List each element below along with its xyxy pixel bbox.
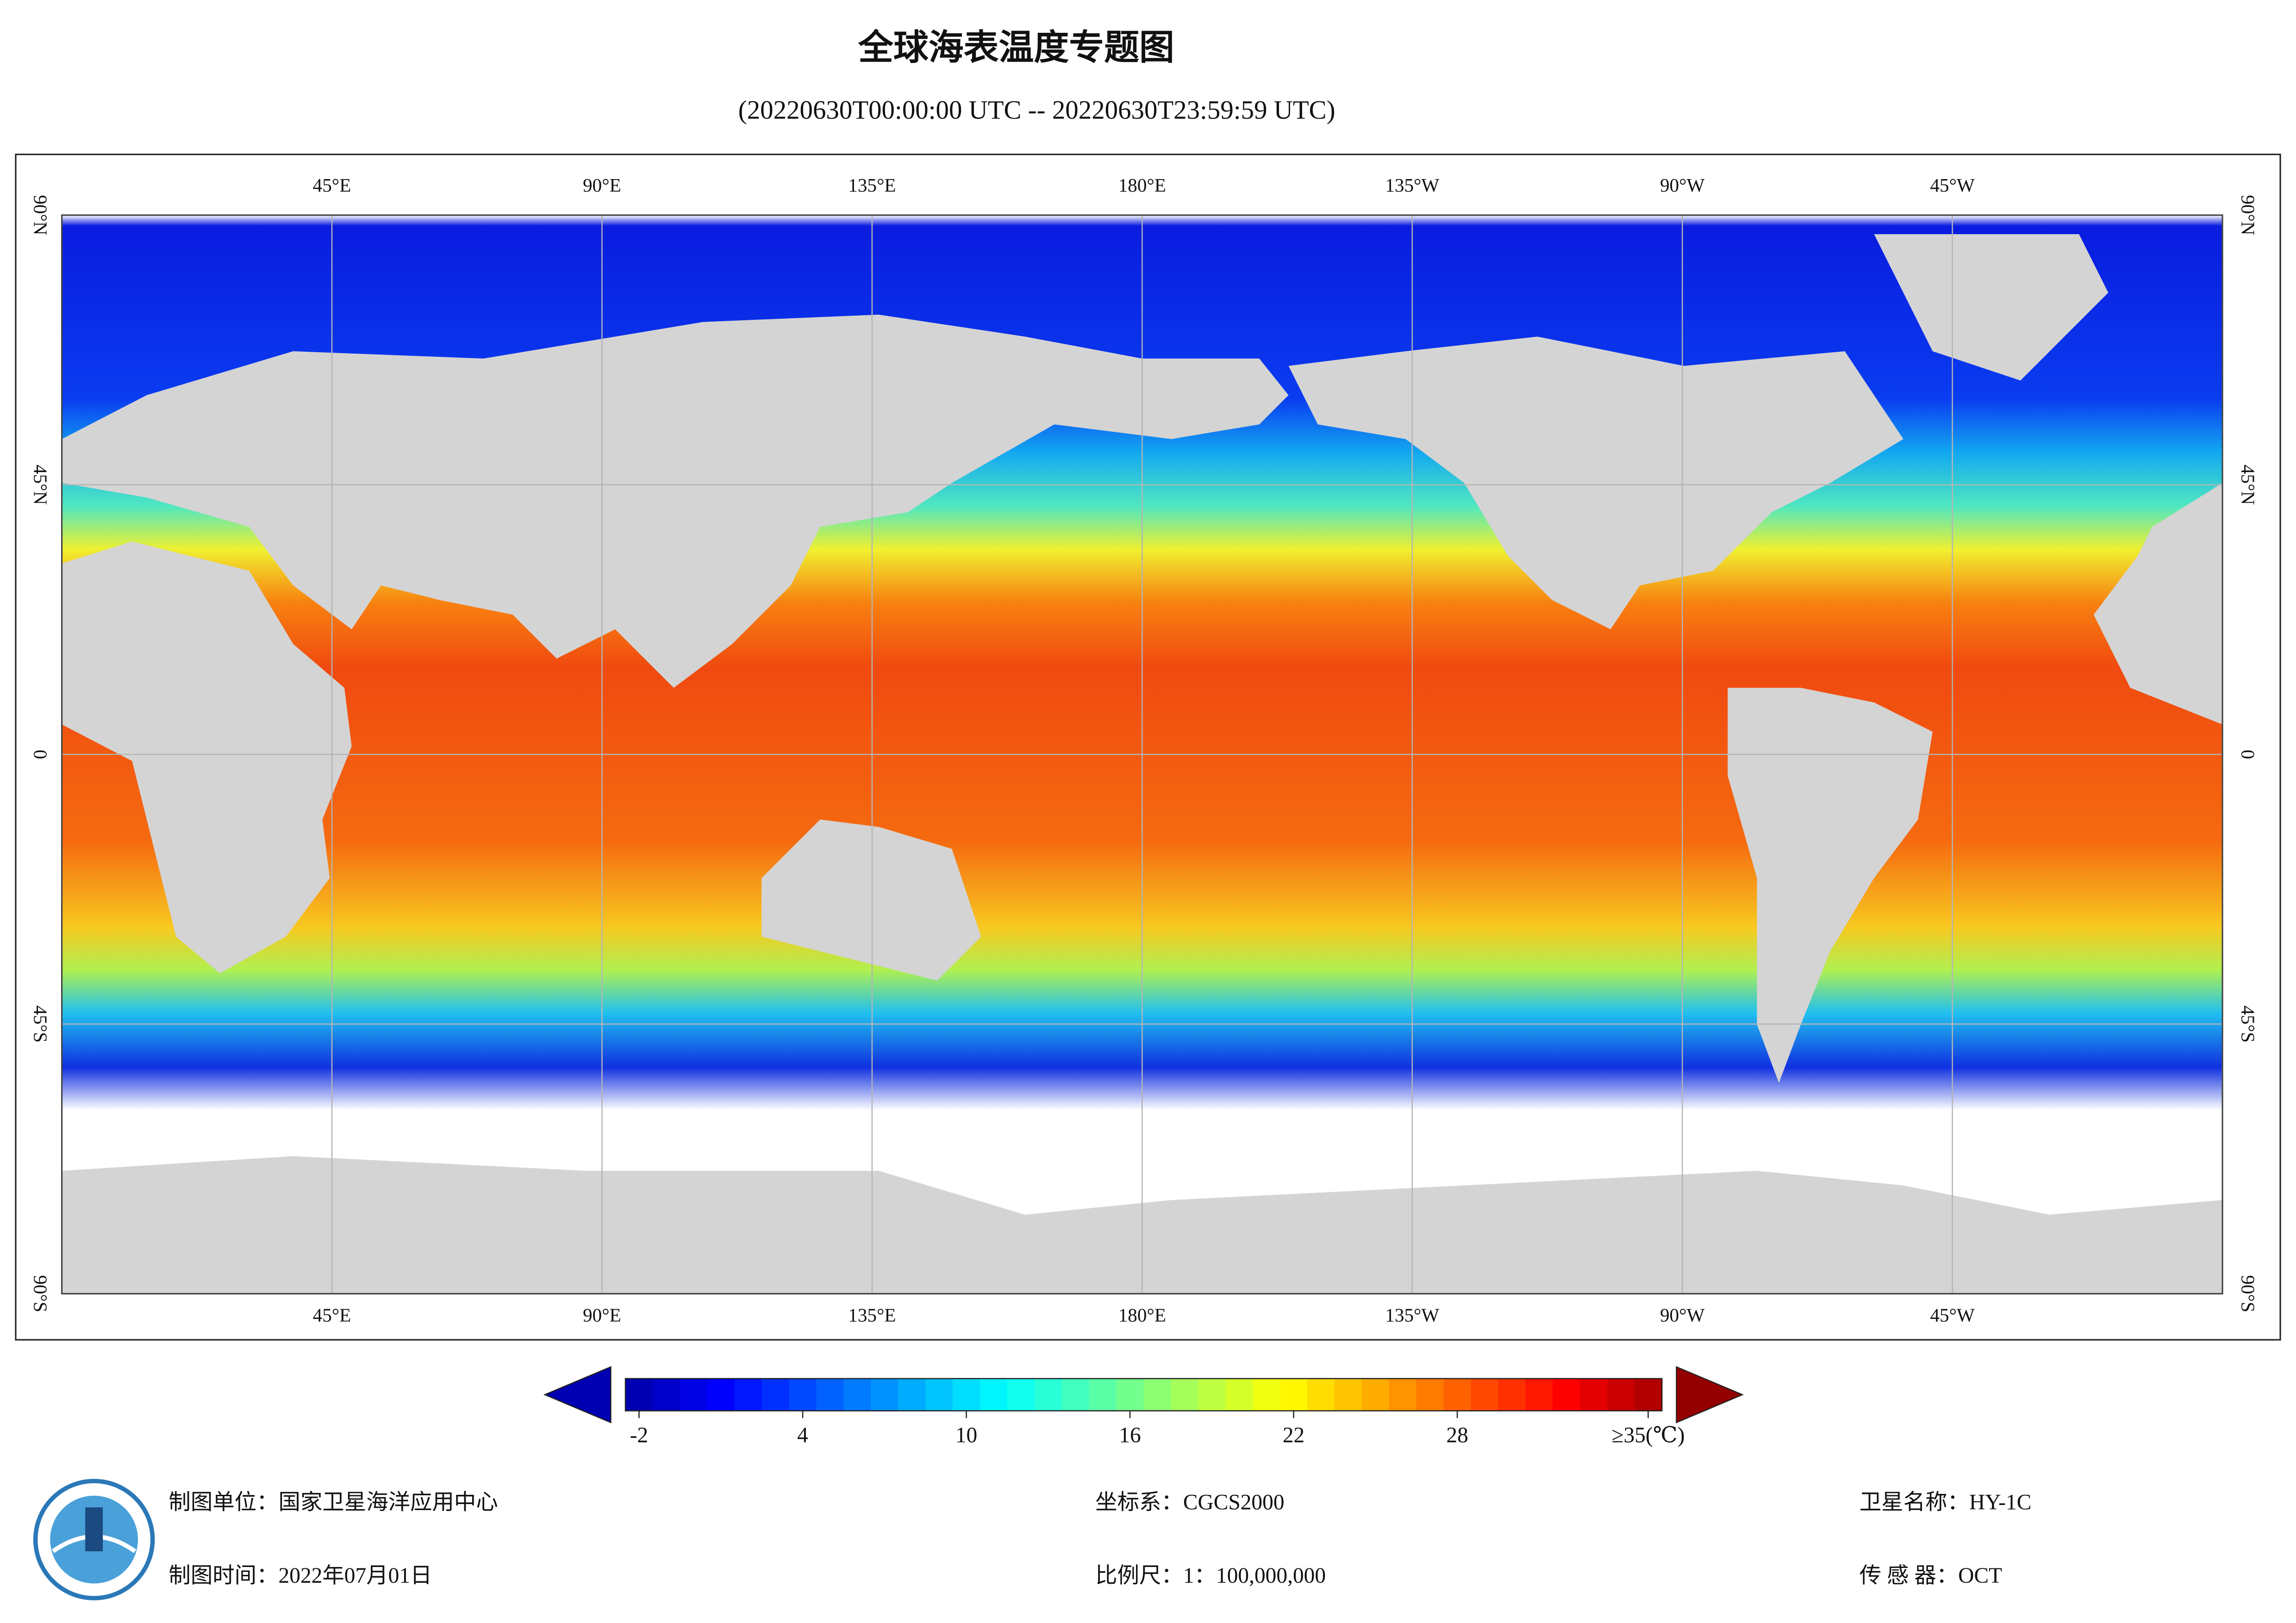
- colorbar-step: [707, 1378, 736, 1411]
- lat-label-right: 90°S: [2237, 1275, 2259, 1312]
- lon-label-bottom: 90°W: [1660, 1305, 1705, 1326]
- colorbar-step: [816, 1378, 844, 1411]
- colorbar-tick-label: 28: [1446, 1423, 1468, 1447]
- colorbar-step: [1498, 1378, 1526, 1411]
- lat-label-right: 90°N: [2237, 195, 2259, 235]
- lat-label-left: 90°S: [30, 1275, 51, 1312]
- subtitle: (20220630T00:00:00 UTC -- 20220630T23:59…: [738, 96, 1335, 125]
- lon-label-bottom: 180°E: [1118, 1305, 1166, 1326]
- colorbar-step: [1061, 1378, 1090, 1411]
- colorbar-step: [680, 1378, 708, 1411]
- map-border: [61, 214, 2223, 1295]
- colorbar-step: [761, 1378, 790, 1411]
- lon-label-bottom: 45°E: [313, 1305, 351, 1326]
- lon-label-top: 90°E: [583, 174, 621, 196]
- lat-label-left: 45°S: [30, 1006, 51, 1043]
- colorbar-step: [1280, 1378, 1308, 1411]
- colorbar-step: [789, 1378, 817, 1411]
- lat-label-left: 45°N: [30, 465, 51, 505]
- colorbar-step: [734, 1378, 763, 1411]
- footer-satellite: 卫星名称：HY-1C: [1859, 1491, 2031, 1515]
- colorbar-step: [1171, 1378, 1199, 1411]
- colorbar-step: [843, 1378, 872, 1411]
- lat-label-right: 45°N: [2237, 465, 2259, 505]
- colorbar-step: [871, 1378, 899, 1411]
- colorbar-step: [1198, 1378, 1226, 1411]
- colorbar-step: [980, 1378, 1008, 1411]
- colorbar-step: [652, 1378, 681, 1411]
- colorbar-step: [1089, 1378, 1117, 1411]
- colorbar: -2 4 10 16 22 28 ≥35(℃): [543, 1366, 1744, 1447]
- lat-label-left: 0: [30, 750, 51, 759]
- colorbar-step: [1225, 1378, 1254, 1411]
- colorbar-tick-label: -2: [630, 1423, 649, 1447]
- lat-label-right: 0: [2237, 750, 2259, 759]
- lon-label-bottom: 135°E: [848, 1305, 896, 1326]
- colorbar-step: [1143, 1378, 1172, 1411]
- colorbar-step: [625, 1378, 654, 1411]
- colorbar-step: [1416, 1378, 1445, 1411]
- colorbar-step: [1389, 1378, 1417, 1411]
- colorbar-tick-label: 4: [797, 1423, 808, 1447]
- lat-label-left: 90°N: [30, 195, 51, 235]
- colorbar-frame: [624, 1378, 1663, 1412]
- lon-label-top: 90°W: [1660, 174, 1705, 196]
- colorbar-tick-label: 16: [1119, 1423, 1141, 1447]
- footer-scale: 比例尺：1：100,000,000: [1095, 1564, 1326, 1588]
- colorbar-step: [1607, 1378, 1635, 1411]
- colorbar-tick-label: ≥35(℃): [1611, 1423, 1685, 1447]
- colorbar-step: [1253, 1378, 1281, 1411]
- colorbar-step: [1580, 1378, 1608, 1411]
- colorbar-step: [1443, 1378, 1472, 1411]
- title: 全球海表温度专题图: [858, 27, 1174, 68]
- colorbar-step: [925, 1378, 954, 1411]
- colorbar-step: [1471, 1378, 1499, 1411]
- logo: [33, 1479, 155, 1600]
- colorbar-tick-label: 22: [1283, 1423, 1304, 1447]
- colorbar-tick-label: 10: [955, 1423, 977, 1447]
- footer-crs: 坐标系：CGCS2000: [1095, 1491, 1284, 1515]
- colorbar-step: [898, 1378, 926, 1411]
- colorbar-under: [543, 1366, 611, 1424]
- colorbar-step: [1553, 1378, 1581, 1411]
- lat-label-right: 45°S: [2237, 1006, 2259, 1043]
- colorbar-over: [1676, 1366, 1744, 1424]
- colorbar-step: [1307, 1378, 1335, 1411]
- colorbar-step: [1525, 1378, 1554, 1411]
- lon-label-top: 180°E: [1118, 174, 1166, 196]
- footer-time: 制图时间：2022年07月01日: [168, 1564, 432, 1588]
- lon-label-top: 135°W: [1385, 174, 1439, 196]
- map-frame: [15, 154, 2281, 1341]
- lon-label-bottom: 135°W: [1385, 1305, 1439, 1326]
- colorbar-step: [1116, 1378, 1145, 1411]
- lon-label-top: 45°W: [1930, 174, 1975, 196]
- footer-sensor: 传 感 器：OCT: [1859, 1564, 2002, 1588]
- colorbar-step: [1007, 1378, 1036, 1411]
- lon-label-top: 135°E: [848, 174, 896, 196]
- map: 45°E 45°E 90°E 90°E 135°E 135°E 180°E 180°E 135°…: [30, 174, 2259, 1325]
- colorbar-step: [953, 1378, 981, 1411]
- lon-label-bottom: 90°E: [583, 1305, 621, 1326]
- colorbar-step: [1334, 1378, 1363, 1411]
- graticule: 45°E 45°E 90°E 90°E 135°E 135°E 180°E 180°E 135°…: [30, 174, 2259, 1325]
- footer-unit: 制图单位：国家卫星海洋应用中心: [168, 1491, 498, 1515]
- colorbar-step: [1034, 1378, 1063, 1411]
- lon-label-bottom: 45°W: [1930, 1305, 1975, 1326]
- lon-label-top: 45°E: [313, 174, 351, 196]
- colorbar-step: [1361, 1378, 1390, 1411]
- colorbar-step: [1635, 1378, 1663, 1411]
